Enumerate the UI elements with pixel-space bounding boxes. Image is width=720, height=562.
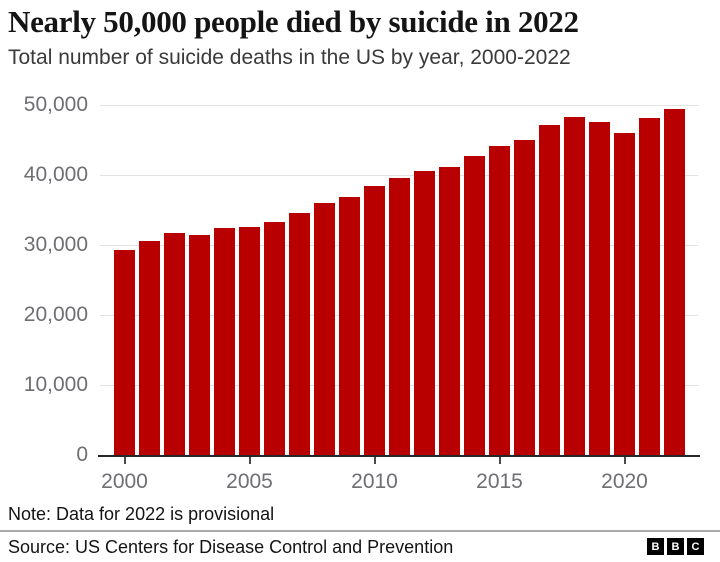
x-tick-label-2005: 2005 [226, 470, 273, 493]
bar-2001 [139, 240, 160, 455]
bar-2014 [464, 155, 485, 455]
bar-2004 [214, 227, 235, 455]
x-tick-2020 [623, 457, 626, 464]
y-tick-label-30000: 30,000 [23, 233, 88, 256]
x-tick-label-2015: 2015 [476, 470, 523, 493]
y-tick-label-50000: 50,000 [23, 93, 88, 116]
bar-2000 [114, 249, 135, 455]
x-tick-2000 [123, 457, 126, 464]
chart-note: Note: Data for 2022 is provisional [8, 504, 275, 524]
bar-2002 [164, 233, 185, 455]
bbc-logo: B B C [647, 538, 704, 555]
y-tick-label-20000: 20,000 [23, 303, 88, 326]
bar-2009 [339, 196, 360, 455]
bar-2015 [489, 145, 510, 455]
bar-2019 [589, 122, 610, 455]
x-tick-label-2020: 2020 [601, 470, 648, 493]
footer-divider [0, 530, 720, 532]
bar-2012 [414, 170, 435, 455]
y-tick-label-10000: 10,000 [23, 373, 88, 396]
bar-2017 [539, 124, 560, 455]
bar-2018 [564, 116, 585, 455]
bar-2003 [189, 234, 210, 455]
gridline-40000 [100, 175, 698, 176]
bbc-logo-block-c: C [687, 538, 704, 555]
bbc-logo-block-b1: B [647, 538, 664, 555]
bar-2016 [514, 140, 535, 455]
bar-2005 [239, 226, 260, 455]
x-tick-2015 [498, 457, 501, 464]
bar-2010 [364, 186, 385, 455]
y-tick-label-0: 0 [76, 443, 88, 466]
source-row: Source: US Centers for Disease Control a… [8, 537, 704, 558]
bar-chart: 0 10,000 20,000 30,000 40,000 50,000 2000 2005… [0, 93, 720, 500]
bbc-logo-block-b2: B [667, 538, 684, 555]
x-tick-label-2000: 2000 [101, 470, 148, 493]
x-tick-label-2010: 2010 [351, 470, 398, 493]
x-tick-2010 [373, 457, 376, 464]
bar-2008 [314, 202, 335, 455]
bar-2007 [289, 212, 310, 455]
bar-2006 [264, 221, 285, 455]
bar-2021 [639, 117, 660, 455]
bar-2022 [664, 108, 685, 455]
x-axis-line [98, 455, 700, 457]
chart-title: Nearly 50,000 people died by suicide in … [8, 4, 579, 39]
y-tick-label-40000: 40,000 [23, 163, 88, 186]
chart-source: Source: US Centers for Disease Control a… [8, 537, 454, 557]
x-tick-2005 [248, 457, 251, 464]
chart-subtitle: Total number of suicide deaths in the US… [8, 46, 571, 69]
gridline-50000 [100, 105, 698, 106]
bar-2020 [614, 133, 635, 455]
bar-2013 [439, 166, 460, 455]
bar-2011 [389, 178, 410, 455]
